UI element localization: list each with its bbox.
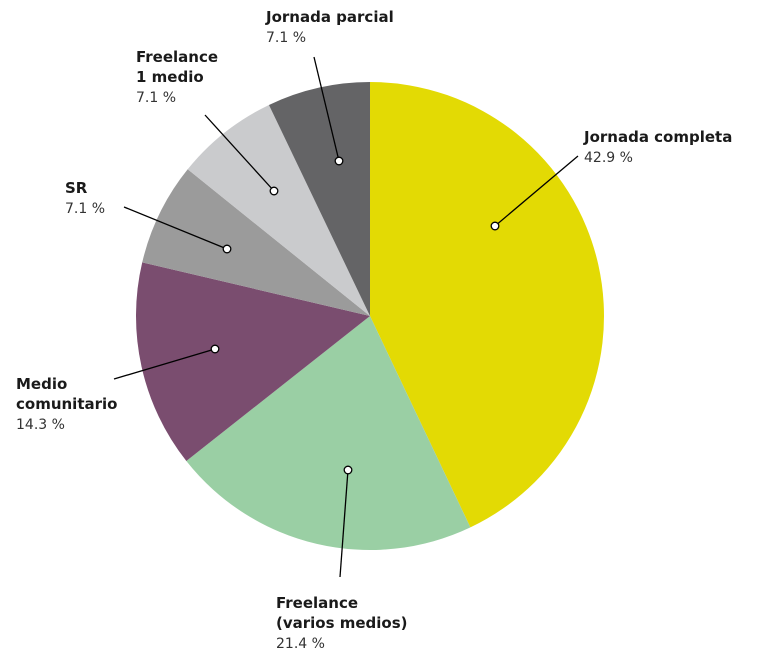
slice-label-value: 7.1 % [266,30,306,46]
slice-label-name: 1 medio [136,68,204,86]
slice-label-name: SR [65,179,88,197]
slice-label: Jornada parcial 7.1 % [265,8,394,46]
pie-slice-freelance-1-medio [187,104,370,316]
pie-slice-freelance-varios-medios [186,316,471,550]
leader-dot [490,221,500,231]
pie-slice-sr [142,169,370,316]
leader-line [123,206,228,250]
slice-label-value: 7.1 % [65,201,105,217]
leader-dot [210,344,220,354]
slice-label-name: (varios medios) [276,614,408,632]
leader-dot [343,465,353,475]
slice-label-name: Medio [16,375,67,393]
leader-line [313,56,340,162]
leader-line [204,114,275,192]
slice-label-value: 21.4 % [276,636,325,652]
pie-slice-medio-comunitario [135,262,370,461]
slice-label-name: Jornada completa [583,128,732,146]
leader-line [339,469,349,578]
slice-label-name: Freelance [136,48,218,66]
leader-dot [222,244,232,254]
slice-label-value: 7.1 % [136,90,176,106]
slice-label: Freelance (varios medios) 21.4 % [276,594,408,652]
leader-line [494,155,579,227]
pie-slice-jornada-parcial [268,82,370,316]
slice-label-name: comunitario [16,395,117,413]
slice-label: Jornada completa 42.9 % [583,128,732,166]
slice-label-value: 14.3 % [16,417,65,433]
slice-label-name: Freelance [276,594,358,612]
leader-lines [113,56,579,578]
slice-labels: Jornada completa 42.9 % Freelance (varios m… [16,8,732,652]
slice-label-name: Jornada parcial [265,8,394,26]
pie-slices [135,82,604,550]
pie-slice-jornada-completa [370,82,604,528]
leader-dot [334,156,344,166]
leader-line [113,348,216,380]
slice-label: SR 7.1 % [65,179,105,217]
leader-dot [269,186,279,196]
slice-label-value: 42.9 % [584,150,633,166]
slice-label: Freelance 1 medio 7.1 % [136,48,218,106]
slice-label: Medio comunitario 14.3 % [16,375,117,433]
